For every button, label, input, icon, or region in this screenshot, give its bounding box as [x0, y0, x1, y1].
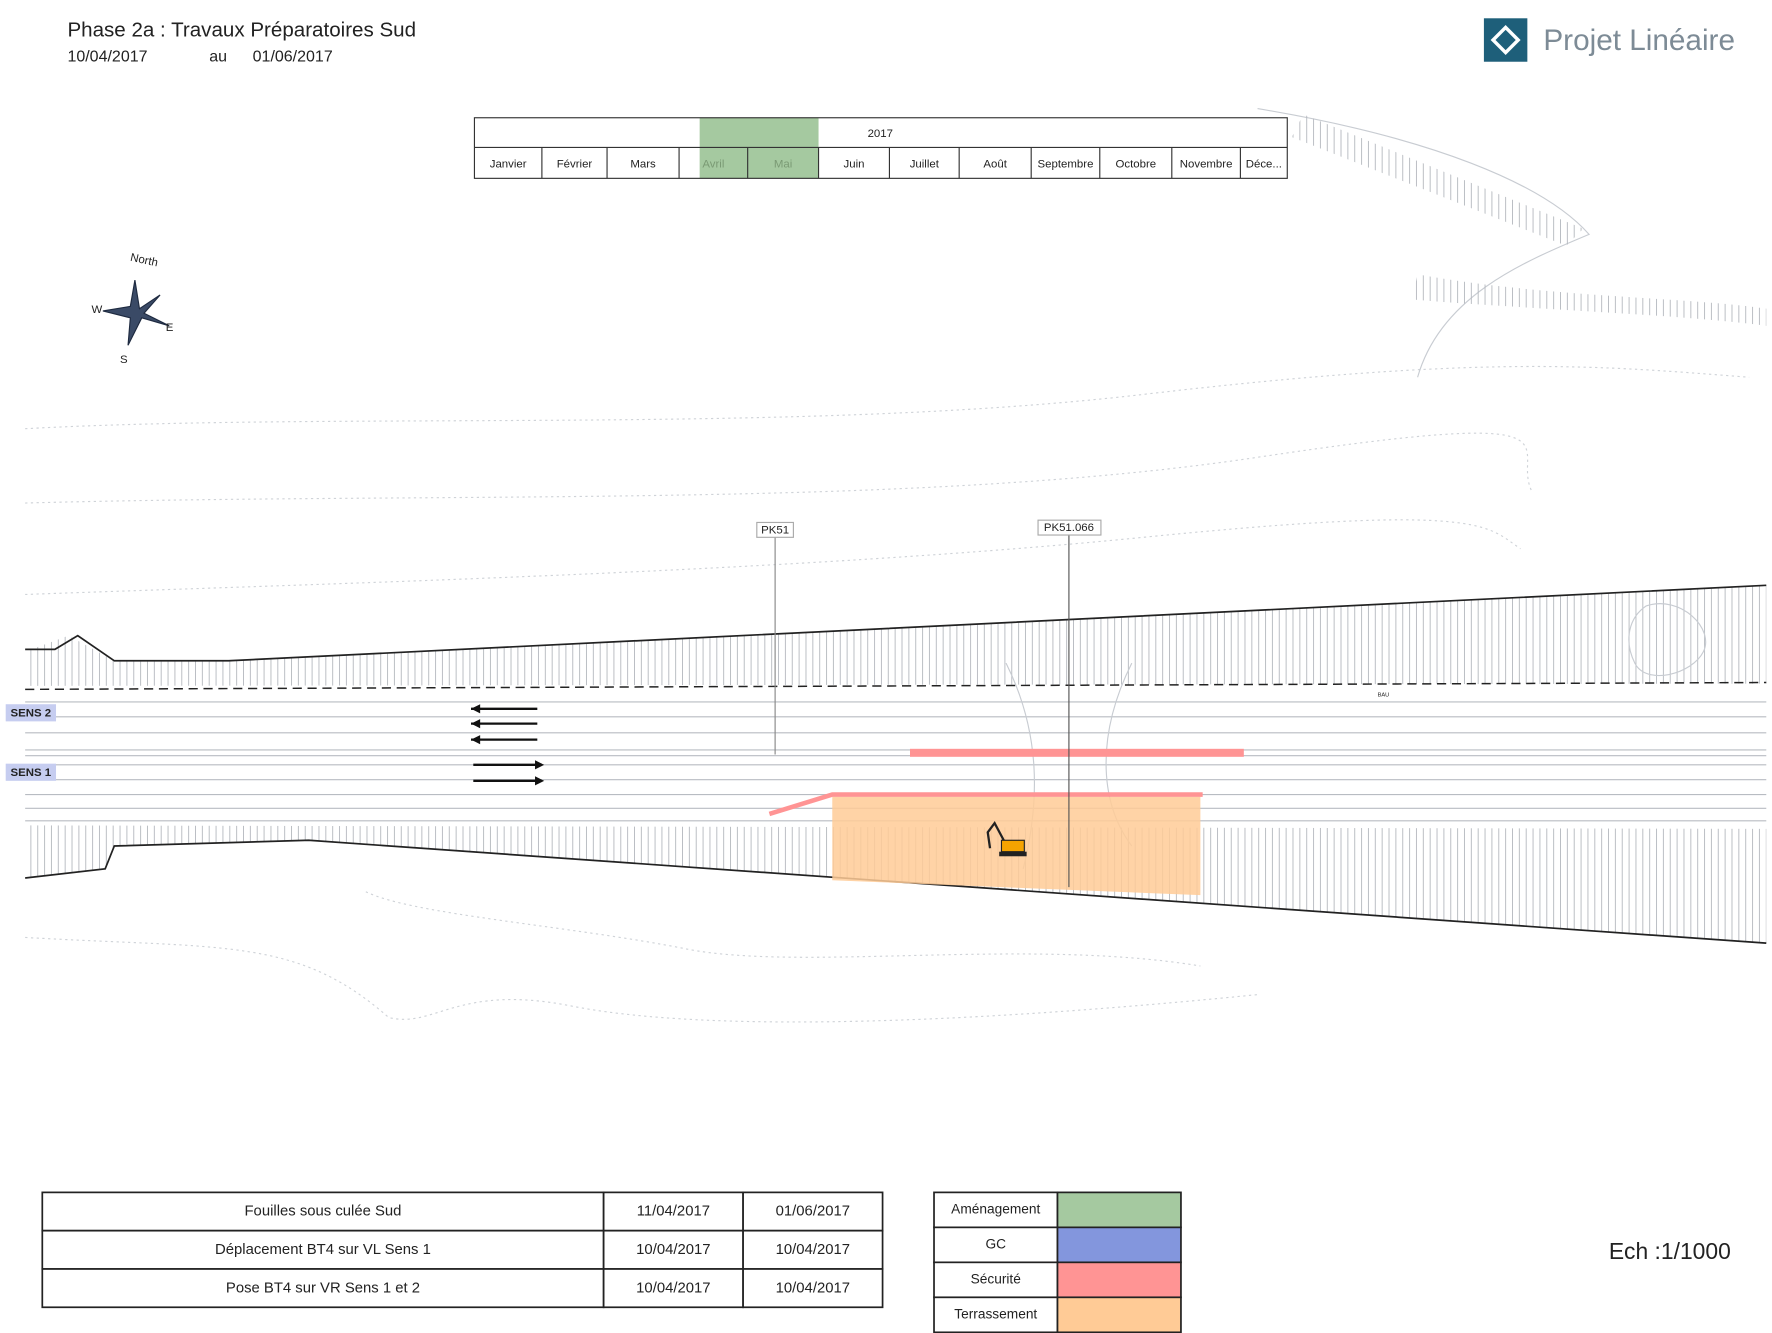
title: Phase 2a : Travaux Préparatoires Sud [67, 18, 416, 41]
road-edge [25, 584, 1767, 662]
securite-barrier [910, 748, 1244, 757]
logo-diamond [1490, 25, 1521, 56]
road-edge [25, 839, 1767, 945]
month-label: Déce... [1246, 159, 1282, 171]
verge-north [25, 585, 1767, 686]
scale: Ech :1/1000 [1609, 1238, 1731, 1264]
lane-tag [5, 704, 57, 722]
legend-swatch [1056, 1226, 1182, 1264]
contour [365, 891, 1201, 967]
task-table: Fouilles sous culée Sud 11/04/2017 01/06/2… [41, 1191, 884, 1309]
contour [25, 936, 1258, 1023]
legend-cell [933, 1191, 1059, 1229]
timeline: 2017 Janvier Février Mars Avril Mai Juin Juill… [473, 117, 1288, 179]
map: PK51 PK51.066 SENS 2 SENS 1 BAU [5, 108, 1767, 1023]
compass-north: North [129, 252, 159, 270]
roundel [1628, 603, 1706, 677]
task-text: 10/04/2017 [636, 1280, 710, 1296]
logo: Projet Linéaire [1483, 18, 1735, 62]
task-text: 11/04/2017 [637, 1204, 710, 1220]
month-label: Août [983, 159, 1007, 171]
timeline-year: 2017 [868, 128, 893, 140]
contour [25, 519, 1521, 596]
bau-label: BAU [1378, 693, 1390, 699]
month-label: Septembre [1038, 159, 1094, 171]
month-label: Mars [630, 159, 656, 171]
verge-south [25, 825, 1767, 944]
task-cell [602, 1191, 744, 1232]
legend-label: GC [985, 1237, 1006, 1252]
legend-cell [933, 1226, 1059, 1264]
pk-label: PK51 [761, 524, 789, 536]
month-label: Octobre [1115, 159, 1156, 171]
task-text: 10/04/2017 [776, 1280, 850, 1296]
contour [25, 432, 1533, 504]
task-cell [41, 1268, 605, 1309]
month-label: Janvier [490, 159, 527, 171]
month-label: Novembre [1180, 159, 1233, 171]
month-label: Juin [844, 159, 865, 171]
end-date: 01/06/2017 [253, 48, 333, 65]
task-cell [742, 1268, 884, 1309]
compass: North W E S [91, 252, 173, 366]
compass-rose [102, 279, 170, 346]
au: au [209, 48, 227, 65]
pk-box [756, 521, 794, 538]
legend-label: Sécurité [971, 1272, 1022, 1287]
legend-label: Terrassement [954, 1307, 1037, 1322]
month-label: Avril [702, 159, 724, 171]
task-text: Pose BT4 sur VR Sens 1 et 2 [226, 1280, 420, 1296]
slope [1257, 108, 1591, 378]
legend-swatch [1056, 1296, 1182, 1333]
logo-mark [1483, 18, 1528, 62]
contour [25, 365, 1750, 430]
dashed-edge [25, 681, 1767, 691]
task-cell [742, 1191, 884, 1232]
month-label: Février [557, 159, 593, 171]
pk-label: PK51.066 [1044, 522, 1094, 534]
compass-east: E [166, 322, 174, 334]
lane-label: SENS 2 [11, 707, 52, 719]
legend-swatch [1056, 1261, 1182, 1299]
month-label: Juillet [910, 159, 940, 171]
legend-swatch [1056, 1191, 1182, 1229]
task-cell [742, 1229, 884, 1270]
month-label: Mai [774, 159, 792, 171]
legend: Aménagement GC Sécurité Terrassement [933, 1191, 1182, 1333]
header: Phase 2a : Travaux Préparatoires Sud 10/… [67, 18, 416, 65]
excavator [986, 820, 1027, 857]
legend-label: Aménagement [951, 1202, 1040, 1217]
task-text: Fouilles sous culée Sud [244, 1204, 401, 1220]
task-text: 01/06/2017 [776, 1204, 850, 1220]
task-text: Déplacement BT4 sur VL Sens 1 [215, 1242, 431, 1258]
pk-box [1037, 519, 1102, 536]
lane-tag [5, 763, 57, 781]
securite-barrier [768, 792, 1203, 817]
start-date: 10/04/2017 [67, 48, 147, 65]
lane-label: SENS 1 [11, 767, 52, 779]
task-text: 10/04/2017 [636, 1242, 710, 1258]
slope-hatch [1411, 274, 1767, 326]
compass-west: W [91, 304, 102, 316]
task-text: 10/04/2017 [776, 1242, 850, 1258]
task-cell [602, 1229, 744, 1270]
logo-text: Projet Linéaire [1543, 24, 1735, 57]
slope-hatch [1291, 114, 1584, 246]
task-cell [41, 1229, 605, 1270]
compass-south: S [120, 354, 128, 366]
traffic-arrows [471, 704, 545, 786]
